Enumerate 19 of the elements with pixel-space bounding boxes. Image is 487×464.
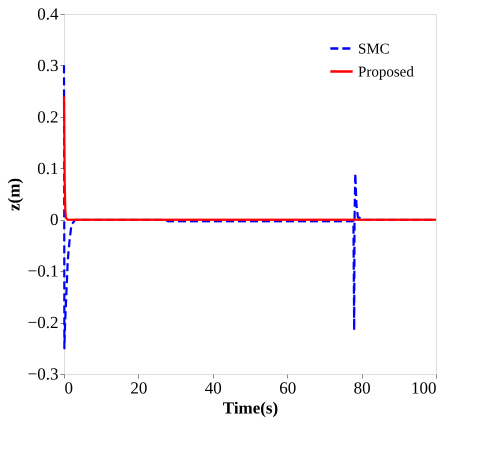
y-tick-label: 0.3 bbox=[37, 56, 58, 75]
y-tick-label: 0 bbox=[50, 210, 58, 230]
y-tick-label: −0.2 bbox=[28, 313, 58, 332]
x-tick-label: 20 bbox=[130, 378, 148, 398]
x-tick-label: 60 bbox=[279, 378, 296, 398]
y-tick-label: 0.1 bbox=[37, 158, 58, 178]
x-axis-title: Time(s) bbox=[222, 398, 278, 418]
x-tick-label: 0 bbox=[64, 378, 73, 398]
y-tick-label: 0.4 bbox=[37, 4, 59, 24]
legend-label: SMC bbox=[358, 42, 390, 58]
x-tick-label: 100 bbox=[411, 378, 436, 398]
x-tick-label: 80 bbox=[354, 378, 371, 398]
y-axis-title: z(m) bbox=[4, 178, 24, 212]
line-series bbox=[62, 95, 438, 221]
x-tick-label: 40 bbox=[204, 378, 222, 398]
y-tick-label: 0.2 bbox=[37, 107, 58, 126]
y-tick-label: −0.1 bbox=[28, 262, 58, 281]
y-tick-label: −0.3 bbox=[28, 364, 58, 384]
legend-label: Proposed bbox=[358, 64, 414, 80]
